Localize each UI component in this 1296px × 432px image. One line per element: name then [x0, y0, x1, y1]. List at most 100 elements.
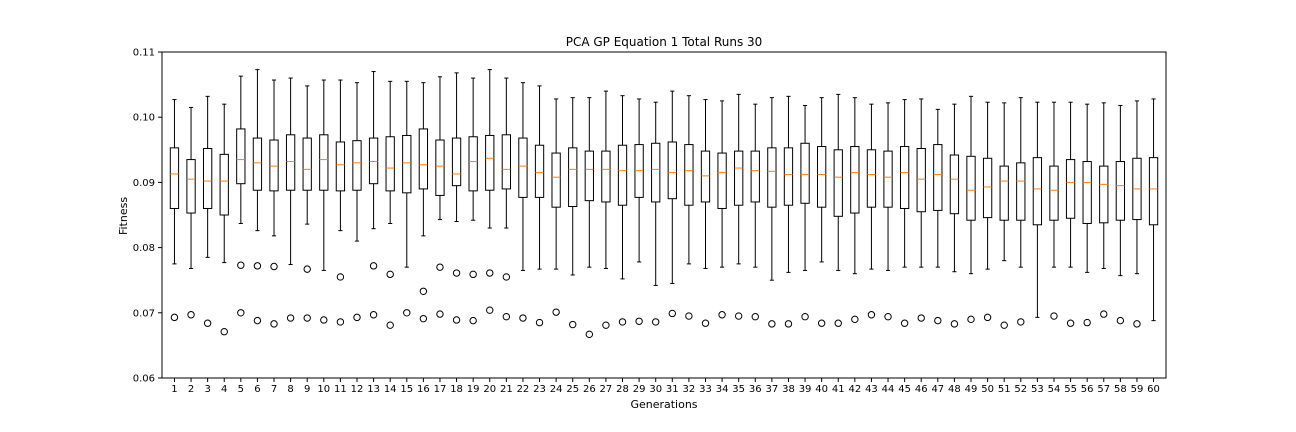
x-tick-label: 20: [483, 384, 496, 395]
x-tick-label: 55: [1064, 384, 1077, 395]
x-tick-label: 53: [1031, 384, 1044, 395]
x-tick-label: 3: [204, 384, 210, 395]
x-tick-label: 15: [400, 384, 413, 395]
box-50: [982, 101, 993, 322]
outlier-point: [801, 313, 809, 321]
outlier-point: [469, 270, 477, 279]
x-tick-label: 37: [766, 384, 779, 395]
outlier-point: [386, 321, 394, 329]
box-36: [750, 103, 760, 321]
x-tick-label: 28: [616, 384, 629, 395]
x-tick-label: 44: [882, 384, 895, 395]
outlier-point: [519, 314, 527, 322]
iqr-box: [468, 136, 478, 192]
y-tick-label: 0.06: [133, 374, 155, 385]
box-30: [651, 101, 661, 326]
outlier-point: [270, 262, 278, 271]
box-37: [767, 97, 777, 328]
box-series: [169, 69, 1159, 339]
y-axis: 0.06 0.07 0.08 0.09 0.10 0.11: [133, 48, 162, 385]
box-52: [1016, 97, 1026, 326]
outlier-point: [983, 313, 992, 322]
box-32: [684, 95, 694, 320]
outlier-point: [618, 318, 627, 326]
iqr-box: [966, 155, 976, 221]
iqr-box: [982, 157, 993, 219]
y-axis-title: Fitness: [117, 197, 130, 235]
iqr-box: [651, 142, 661, 203]
iqr-box: [435, 139, 445, 196]
x-tick-label: 57: [1097, 384, 1110, 395]
iqr-box: [551, 152, 561, 208]
outlier-point: [718, 311, 726, 319]
x-tick-label: 5: [238, 384, 244, 395]
outlier-point: [1116, 316, 1125, 325]
box-53: [1032, 101, 1043, 318]
x-tick-label: 30: [649, 384, 662, 395]
x-tick-label: 32: [683, 384, 696, 395]
outlier-point: [569, 320, 577, 329]
x-tick-label: 1: [171, 384, 177, 395]
outlier-point: [270, 320, 278, 328]
outlier-point: [436, 263, 444, 271]
outlier-point: [635, 317, 643, 325]
x-tick-label: 41: [832, 384, 845, 395]
iqr-box: [1099, 165, 1109, 224]
y-tick-label: 0.09: [133, 178, 155, 189]
iqr-box: [617, 144, 628, 206]
box-8: [285, 77, 296, 322]
box-10: [319, 79, 329, 324]
x-tick-label: 40: [815, 384, 828, 395]
iqr-box: [186, 159, 196, 214]
box-26: [584, 97, 594, 339]
outlier-point: [369, 262, 378, 270]
box-48: [949, 103, 960, 328]
outlier-point: [784, 320, 793, 328]
x-tick-label: 10: [317, 384, 330, 395]
x-tick-label: 36: [749, 384, 762, 395]
box-28: [617, 95, 628, 326]
iqr-box: [1032, 157, 1043, 226]
outlier-point: [884, 313, 892, 321]
x-tick-label: 45: [898, 384, 911, 395]
x-tick-label: 58: [1114, 384, 1127, 395]
outlier-point: [585, 330, 594, 339]
iqr-box: [302, 137, 312, 191]
outlier-point: [851, 315, 859, 324]
x-tick-label: 39: [799, 384, 812, 395]
iqr-box: [1115, 161, 1126, 221]
x-tick-label: 24: [550, 384, 563, 395]
iqr-box: [252, 137, 263, 191]
x-tick-label: 16: [417, 384, 430, 395]
box-49: [966, 95, 976, 324]
outlier-point: [403, 309, 411, 317]
box-20: [485, 69, 495, 314]
outlier-point: [436, 310, 444, 318]
x-tick-label: 29: [633, 384, 646, 395]
x-axis: 1 2 3 4 5 6 7 8 9 10 11 12 13 14 15 16 17 18 19 20 21 22 23 24 2…: [171, 378, 1160, 395]
x-tick-label: 17: [434, 384, 447, 395]
box-41: [833, 93, 843, 327]
outlier-point: [1000, 321, 1008, 329]
iqr-box: [717, 152, 727, 209]
outlier-point: [934, 316, 942, 325]
outlier-point: [602, 321, 610, 329]
iqr-box: [1049, 165, 1059, 221]
plot-area-frame: [161, 51, 1167, 379]
box-54: [1049, 101, 1059, 320]
y-tick-label: 0.10: [133, 113, 155, 124]
x-tick-label: 49: [965, 384, 978, 395]
x-tick-label: 8: [287, 384, 293, 395]
y-tick-label: 0.11: [133, 48, 155, 59]
outlier-point: [734, 312, 743, 320]
box-21: [501, 77, 511, 321]
outlier-point: [552, 308, 560, 316]
box-51: [999, 102, 1009, 329]
box-7: [269, 79, 279, 328]
outlier-point: [253, 262, 262, 270]
x-tick-label: 19: [467, 384, 480, 395]
outlier-point: [1133, 320, 1141, 328]
outlier-point: [187, 311, 195, 319]
box-31: [667, 90, 677, 318]
